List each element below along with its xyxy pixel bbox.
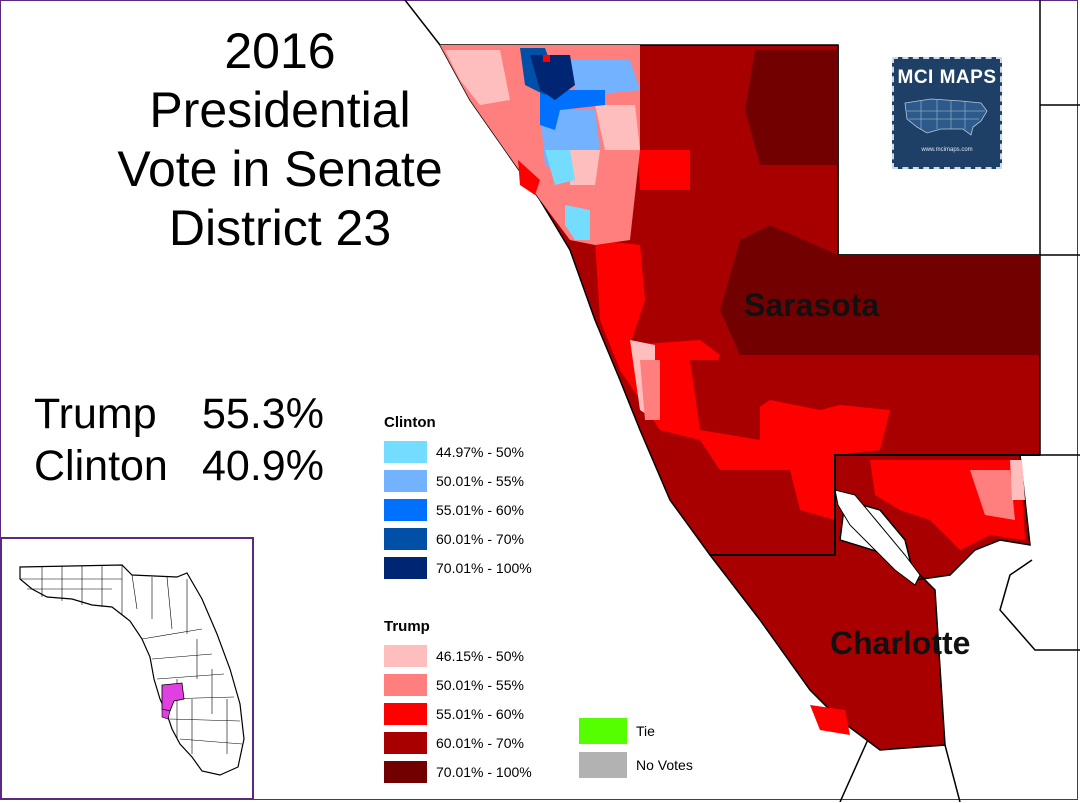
- county-label-charlotte: Charlotte: [830, 625, 971, 661]
- usa-map-icon: [904, 98, 988, 136]
- precinct-light: [1010, 460, 1025, 500]
- result-row: Trump 55.3%: [34, 388, 324, 440]
- legend-swatch: [384, 440, 427, 463]
- candidate-pct: 40.9%: [202, 442, 324, 490]
- legend-label: 60.01% - 70%: [436, 530, 524, 547]
- legend-clinton: Clinton 44.97% - 50% 50.01% - 55% 55.01%…: [384, 414, 532, 582]
- legend-item: 60.01% - 70%: [384, 524, 532, 553]
- legend-item: 44.97% - 50%: [384, 437, 532, 466]
- legend-swatch: [384, 673, 427, 696]
- precinct-bright: [518, 160, 540, 195]
- precinct-mid-blue: [540, 90, 605, 130]
- logo-text: MCI MAPS: [897, 67, 997, 88]
- legend-swatch: [384, 731, 427, 754]
- legend-title: Trump: [384, 618, 430, 635]
- precinct-light: [445, 50, 510, 105]
- county-label-sarasota: Sarasota: [744, 287, 880, 323]
- legend-label: 50.01% - 55%: [436, 472, 524, 489]
- title-line: Presidential: [149, 82, 411, 138]
- legend-item: 70.01% - 100%: [384, 553, 532, 582]
- legend-item: Tie: [579, 714, 693, 748]
- legend-label: 44.97% - 50%: [436, 443, 524, 460]
- candidate-pct: 55.3%: [202, 390, 324, 438]
- legend-label: 70.01% - 100%: [436, 763, 532, 780]
- legend-swatch: [384, 498, 427, 521]
- precinct-bright: [810, 705, 850, 735]
- precinct-bright: [595, 240, 890, 520]
- legend-item: 50.01% - 55%: [384, 670, 532, 699]
- legend-item: 55.01% - 60%: [384, 699, 532, 728]
- map-title: 2016 Presidential Vote in Senate Distric…: [60, 22, 500, 258]
- legend-title: Clinton: [384, 414, 436, 431]
- legend-swatch: [579, 752, 627, 778]
- legend-item: 50.01% - 55%: [384, 466, 532, 495]
- precinct-lightblue: [565, 205, 590, 240]
- legend-label: 70.01% - 100%: [436, 559, 532, 576]
- precinct-pink: [640, 360, 660, 420]
- legend-label: 50.01% - 55%: [436, 676, 524, 693]
- precinct-light: [570, 150, 600, 185]
- legend-swatch: [384, 469, 427, 492]
- title-line: District 23: [168, 200, 392, 256]
- florida-state-outline: [19, 564, 245, 776]
- legend-trump: Trump 46.15% - 50% 50.01% - 55% 55.01% -…: [384, 618, 532, 786]
- legend-swatch: [384, 702, 427, 725]
- precinct-dark: [745, 50, 838, 165]
- legend-label: 46.15% - 50%: [436, 647, 524, 664]
- precinct-blue: [570, 60, 640, 95]
- legend-item: 46.15% - 50%: [384, 641, 532, 670]
- precinct-lightblue: [545, 150, 575, 185]
- vote-results: Trump 55.3% Clinton 40.9%: [34, 388, 324, 492]
- legend-swatch: [384, 556, 427, 579]
- legend-label: 60.01% - 70%: [436, 734, 524, 751]
- precinct-bright: [638, 150, 690, 190]
- mci-maps-logo: MCI MAPS www.mcimaps.com: [892, 57, 1002, 169]
- candidate-name: Clinton: [34, 442, 168, 490]
- legend-item: 60.01% - 70%: [384, 728, 532, 757]
- legend-swatch: [384, 644, 427, 667]
- precinct-darknavy: [530, 55, 575, 100]
- precinct-dark: [720, 225, 1040, 355]
- logo-url: www.mcimaps.com: [921, 147, 973, 153]
- precinct-light: [595, 105, 640, 150]
- legend-item: 70.01% - 100%: [384, 757, 532, 786]
- water-inlet: [834, 489, 921, 586]
- legend-label: No Votes: [636, 757, 693, 773]
- legend-swatch: [384, 760, 427, 783]
- precinct: [690, 360, 760, 440]
- legend-label: Tie: [636, 723, 655, 739]
- precinct-pink: [970, 470, 1015, 520]
- legend-label: 55.01% - 60%: [436, 705, 524, 722]
- legend-swatch: [384, 527, 427, 550]
- county-line: [710, 454, 1040, 556]
- candidate-name: Trump: [34, 390, 157, 438]
- legend-item: 55.01% - 60%: [384, 495, 532, 524]
- title-line: 2016: [224, 23, 336, 79]
- legend-label: 55.01% - 60%: [436, 501, 524, 518]
- legend-item: No Votes: [579, 748, 693, 782]
- title-line: Vote in Senate: [117, 141, 443, 197]
- legend-swatch: [579, 718, 627, 744]
- legend-other: Tie No Votes: [579, 714, 693, 782]
- result-row: Clinton 40.9%: [34, 440, 324, 492]
- florida-inset-map: [0, 537, 254, 800]
- precinct-bright: [543, 55, 550, 62]
